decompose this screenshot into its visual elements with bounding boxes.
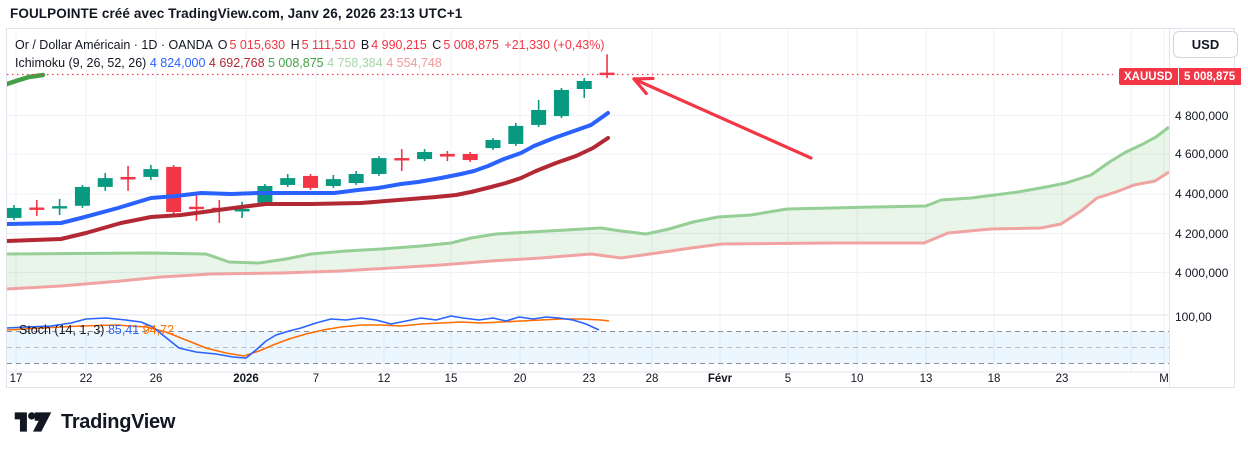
- tradingview-logo-text: TradingView: [61, 410, 176, 433]
- ichimoku-legend-row[interactable]: Ichimoku (9, 26, 52, 26) 4 824,000 4 692…: [15, 55, 605, 72]
- low-letter: B: [360, 38, 370, 52]
- x-axis-label: 17: [9, 373, 23, 385]
- stoch-label: Stoch (14, 1, 3): [19, 323, 105, 337]
- x-axis-label: 15: [444, 373, 458, 385]
- symbol-title: Or / Dollar Américain · 1D · OANDA: [15, 38, 213, 52]
- x-axis-label: 22: [79, 373, 93, 385]
- x-axis-label: Févr: [707, 373, 733, 385]
- close-letter: C: [432, 38, 442, 52]
- x-axis-label: M: [1159, 373, 1169, 385]
- x-axis-label: 13: [919, 373, 933, 385]
- x-axis-label: 7: [312, 373, 320, 385]
- tradingview-logo[interactable]: TradingView: [13, 408, 175, 436]
- stoch-d-value: 94,72: [142, 323, 174, 337]
- x-axis-label: 26: [149, 373, 163, 385]
- open-letter: O: [217, 38, 228, 52]
- close-value: 5 008,875: [443, 38, 499, 52]
- x-axis-label: 5: [784, 373, 792, 385]
- time-axis[interactable]: 17 22 26 2026 7 12 15 20 23 28 Févr 5 10 13 18 23 M: [7, 373, 1169, 389]
- kijun-value: 4 692,768: [208, 56, 265, 70]
- change-value: +21,330 (+0,43%): [504, 38, 605, 52]
- tradingview-logo-icon: [14, 412, 52, 432]
- x-axis-label: 10: [850, 373, 864, 385]
- high-value: 5 111,510: [301, 38, 356, 52]
- stoch-k-value: 85,41: [107, 323, 140, 337]
- y-axis-label: 4 400,000: [1175, 187, 1229, 201]
- x-axis-label: 23: [582, 373, 596, 385]
- y-axis-label: 4 000,000: [1175, 265, 1229, 280]
- lead-b-value: 4 554,748: [386, 56, 442, 70]
- y-axis-label: 100,00: [1175, 310, 1212, 324]
- tenkan-value: 4 824,000: [149, 56, 206, 70]
- y-axis-label: 4 800,000: [1175, 108, 1229, 123]
- page-title: FOULPOINTE créé avec TradingView.com, Ja…: [10, 6, 463, 21]
- price-tag-value: 5 008,875: [1178, 68, 1241, 85]
- x-axis-label: 2026: [233, 373, 259, 385]
- x-axis-label: 23: [1055, 373, 1069, 385]
- currency-toggle-button[interactable]: USD: [1173, 31, 1238, 58]
- price-axis[interactable]: 4 800,000 4 600,000 4 400,000 4 200,000 4 00…: [1169, 29, 1236, 387]
- price-chart-canvas[interactable]: [7, 29, 1236, 389]
- x-axis-label: 12: [377, 373, 391, 385]
- lead-a-value: 4 758,384: [327, 56, 383, 70]
- open-value: 5 015,630: [229, 38, 286, 52]
- last-price-tag: XAUUSD 5 008,875: [1119, 68, 1241, 85]
- high-letter: H: [290, 38, 300, 52]
- x-axis-label: 18: [987, 373, 1001, 385]
- y-axis-label: 4 200,000: [1175, 226, 1229, 241]
- x-axis-label: 28: [645, 373, 659, 385]
- price-tag-symbol: XAUUSD: [1119, 68, 1178, 85]
- ichimoku-label: Ichimoku (9, 26, 52, 26): [15, 56, 147, 70]
- stoch-legend-row[interactable]: Stoch (14, 1, 3) 85,41 94,72: [19, 323, 174, 337]
- x-axis-label: 20: [513, 373, 527, 385]
- chikou-value: 5 008,875: [268, 56, 324, 70]
- low-value: 4 990,215: [371, 38, 427, 52]
- y-axis-label: 4 600,000: [1175, 147, 1229, 161]
